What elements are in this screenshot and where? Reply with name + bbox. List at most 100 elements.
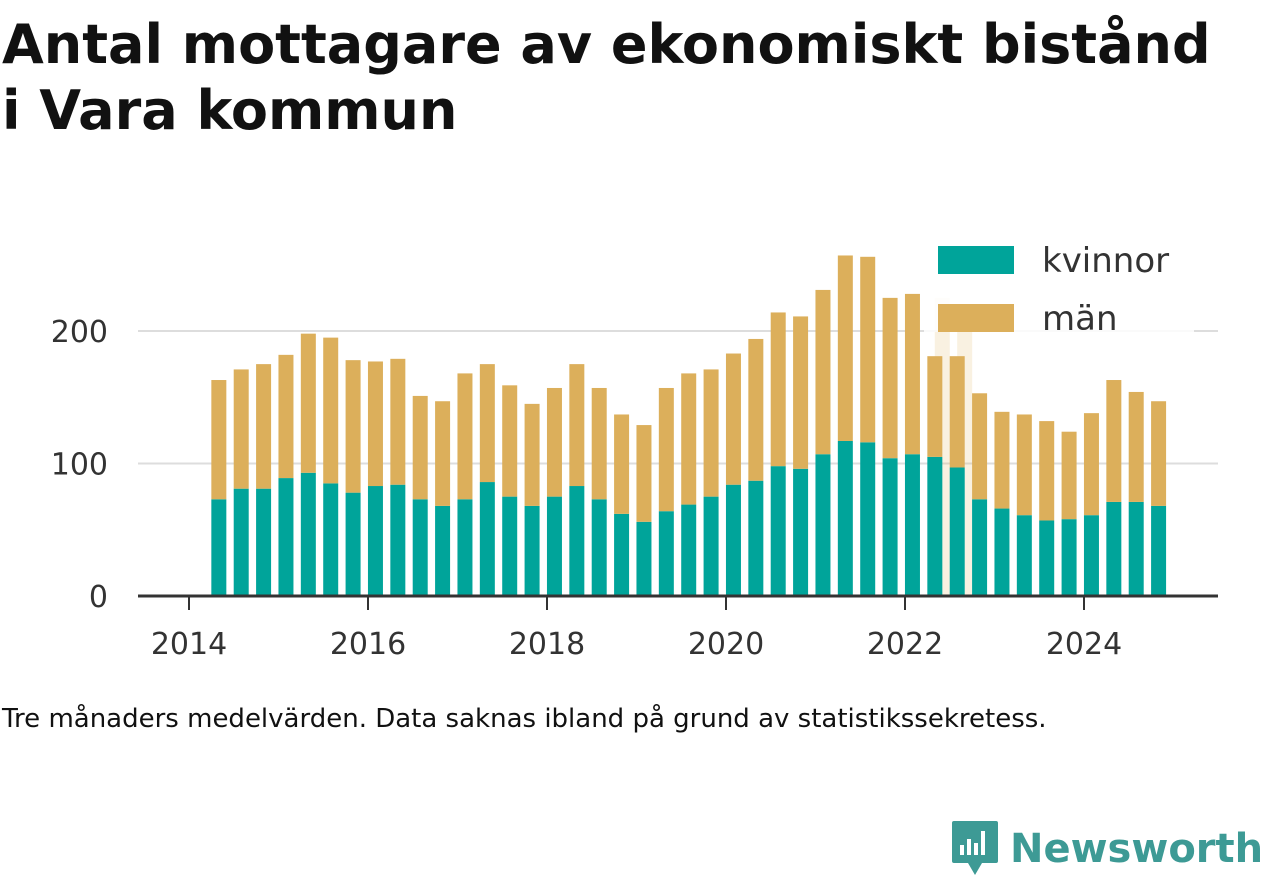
bar-kvinnor (1128, 501, 1144, 596)
x-tick-label: 2020 (688, 627, 764, 662)
bar-man (748, 338, 764, 481)
bar-kvinnor (1151, 505, 1167, 596)
bar-man (412, 395, 428, 500)
bar-man (658, 387, 674, 512)
bar-man (1083, 413, 1099, 516)
y-tick-label: 200 (51, 315, 108, 350)
bar-man (1061, 431, 1077, 520)
bar-man (703, 369, 719, 497)
bar-kvinnor (904, 454, 920, 596)
bar-man (546, 387, 562, 497)
bar-kvinnor (591, 499, 607, 596)
bar-kvinnor (748, 480, 764, 596)
bar-man (949, 356, 965, 468)
bar-man (904, 293, 920, 455)
bar-kvinnor (233, 488, 249, 596)
bar-kvinnor (256, 488, 272, 596)
chart-caption: Tre månaders medelvärden. Data saknas ib… (2, 704, 1047, 734)
bar-kvinnor (345, 492, 361, 596)
bar-kvinnor (927, 456, 943, 596)
bar-kvinnor (546, 496, 562, 596)
bar-man (1016, 414, 1032, 516)
bar-kvinnor (1039, 520, 1055, 596)
bar-man (323, 337, 339, 484)
bar-kvinnor (770, 466, 786, 596)
chart-title-line-1: Antal mottagare av ekonomiskt bistånd (2, 13, 1211, 76)
bar-kvinnor (860, 442, 876, 596)
bar-kvinnor (614, 513, 630, 596)
bar-kvinnor (636, 521, 652, 596)
bar-kvinnor (1106, 501, 1122, 596)
bar-man (502, 385, 518, 497)
bar-man (569, 364, 585, 487)
bar-kvinnor (681, 504, 697, 596)
bar-man (390, 358, 406, 485)
x-tick-label: 2022 (867, 627, 943, 662)
bar-man (860, 256, 876, 443)
bar-man (972, 393, 988, 500)
bar-man (479, 364, 495, 483)
bar-kvinnor (457, 499, 473, 596)
bar-man (1106, 380, 1122, 502)
bar-kvinnor (211, 499, 227, 596)
bar-kvinnor (412, 499, 428, 596)
bar-man (435, 401, 451, 506)
x-tick-label: 2018 (509, 627, 585, 662)
brand-name: Newsworthy (1010, 826, 1262, 872)
bar-man (345, 360, 361, 493)
bar-kvinnor (278, 478, 294, 596)
bar-man (211, 380, 227, 500)
bar-kvinnor (367, 486, 383, 596)
bar-man (457, 373, 473, 500)
bar-man (1128, 391, 1144, 502)
bar-kvinnor (837, 440, 853, 596)
bar-man (994, 411, 1010, 509)
bar-kvinnor (949, 467, 965, 596)
bar-man (793, 316, 809, 469)
bar-man (837, 255, 853, 441)
bar-kvinnor (435, 505, 451, 596)
bar-man (367, 361, 383, 487)
brand-logo: Newsworthy (950, 818, 1262, 880)
bar-kvinnor (1016, 515, 1032, 596)
bar-man (770, 312, 786, 467)
bar-man (256, 364, 272, 489)
x-tick-label: 2024 (1046, 627, 1122, 662)
bar-man (681, 373, 697, 505)
legend-swatch-man (938, 304, 1014, 332)
bar-kvinnor (725, 484, 741, 596)
bar-man (636, 425, 652, 522)
x-tick-label: 2016 (330, 627, 406, 662)
legend-label-kvinnor: kvinnor (1042, 241, 1169, 281)
bar-kvinnor (300, 472, 316, 596)
legend-swatch-kvinnor (938, 246, 1014, 274)
chart-title-line-2: i Vara kommun (2, 79, 458, 142)
y-tick-label: 0 (89, 580, 108, 615)
bar-kvinnor (994, 508, 1010, 596)
bar-man (300, 333, 316, 473)
bar-man (591, 387, 607, 500)
bar-kvinnor (815, 454, 831, 596)
bar-man (1151, 401, 1167, 506)
bar-kvinnor (390, 484, 406, 596)
bar-kvinnor (569, 486, 585, 596)
bar-man (614, 414, 630, 514)
bar-kvinnor (1083, 515, 1099, 596)
bar-man (927, 356, 943, 457)
bar-kvinnor (502, 496, 518, 596)
bar-kvinnor (793, 468, 809, 596)
bar-man (278, 354, 294, 479)
bar-kvinnor (703, 496, 719, 596)
bar-man (882, 297, 898, 459)
bar-man (524, 403, 540, 506)
stacked-bar-chart: 0 100 200 2014 2016 2018 2020 2022 2024 kvinnor mä… (50, 241, 1218, 662)
bar-kvinnor (323, 483, 339, 596)
bar-man (815, 289, 831, 455)
x-tick-label: 2014 (151, 627, 227, 662)
newsworthy-logo-icon (952, 821, 998, 875)
bar-kvinnor (524, 505, 540, 596)
chart-title: Antal mottagare av ekonomiskt bistånd i … (2, 12, 1262, 144)
y-tick-label: 100 (51, 448, 108, 483)
bar-man (1039, 421, 1055, 521)
bar-man (233, 369, 249, 489)
